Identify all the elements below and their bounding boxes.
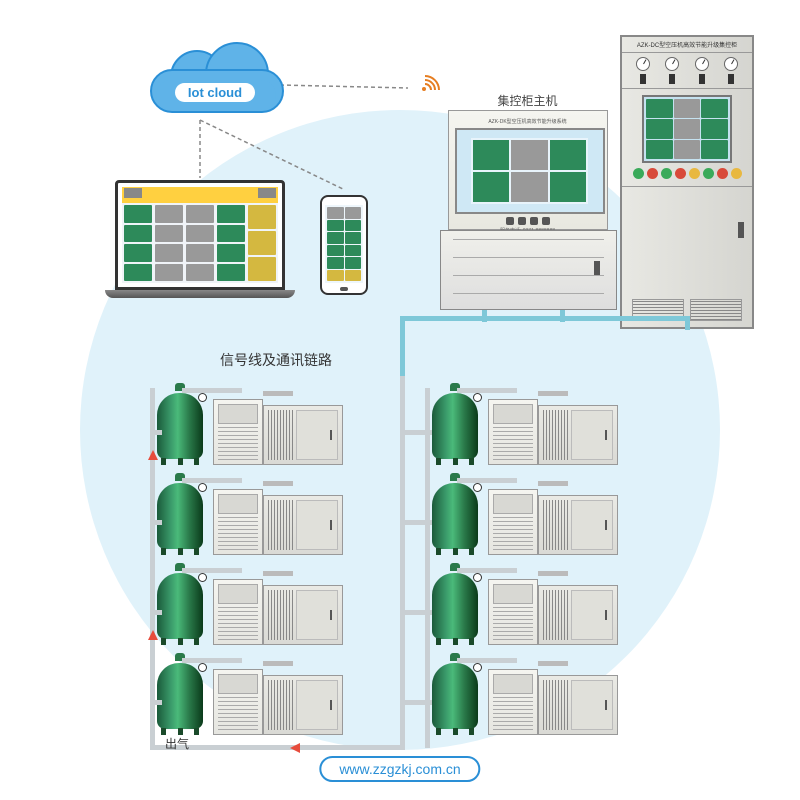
compressor-unit — [213, 667, 343, 735]
compressor-unit — [488, 577, 618, 645]
wifi-icon — [410, 75, 440, 105]
cabinet-button — [703, 168, 714, 179]
pipe-cyan — [685, 316, 690, 330]
cabinet-button — [647, 168, 658, 179]
pipe-branch — [150, 520, 162, 525]
air-tank — [430, 473, 480, 555]
website-url: www.zzgzkj.com.cn — [319, 756, 480, 782]
air-tank — [430, 653, 480, 735]
iot-cloud: Iot cloud — [150, 50, 280, 118]
pipe-branch — [400, 610, 432, 615]
pipe-top — [457, 568, 517, 573]
cabinet-button — [633, 168, 644, 179]
pipe-branch — [150, 430, 162, 435]
compressor-unit — [488, 397, 618, 465]
compressor-unit — [213, 397, 343, 465]
pipe-branch — [400, 520, 432, 525]
cabinet-button — [675, 168, 686, 179]
cabinet-screen — [642, 95, 732, 163]
pipe-top — [182, 568, 242, 573]
console-header-text: AZK-DK型空压机高效节能升级系统 — [455, 117, 601, 126]
monitoring-laptop — [105, 180, 295, 310]
cabinet-title: AZK-DC型空压机高效节能升级集控柜 — [622, 37, 752, 52]
cabinet-button — [731, 168, 742, 179]
cloud-label: Iot cloud — [175, 83, 255, 102]
pipe-top — [457, 388, 517, 393]
pipe-branch — [150, 700, 162, 705]
pipe-top — [457, 478, 517, 483]
control-cabinet: AZK-DC型空压机高效节能升级集控柜 — [620, 35, 754, 329]
pipe-cyan — [400, 316, 405, 376]
pipe-cyan — [400, 316, 690, 321]
pipe-cyan — [560, 310, 565, 322]
monitoring-phone — [320, 195, 368, 295]
compressor-unit — [213, 487, 343, 555]
pipe-cyan — [482, 310, 487, 322]
cabinet-button — [717, 168, 728, 179]
air-tank — [430, 563, 480, 645]
pipe-top — [182, 658, 242, 663]
console-label: 集控柜主机 — [497, 92, 557, 109]
compressor-unit — [213, 577, 343, 645]
pipe-top — [457, 658, 517, 663]
pipe-cyan — [685, 325, 690, 326]
pipe-branch — [400, 700, 432, 705]
communication-label: 信号线及通讯链路 — [220, 350, 332, 370]
compressor-unit — [488, 487, 618, 555]
control-console: 集控柜主机 AZK-DK型空压机高效节能升级系统 服务电话: 0371-8888… — [440, 100, 615, 310]
air-tank — [430, 383, 480, 465]
cabinet-button — [661, 168, 672, 179]
laptop-screen-ui — [122, 187, 278, 283]
pipe-branch — [150, 610, 162, 615]
pipe-top — [182, 388, 242, 393]
pipe-branch — [400, 430, 432, 435]
air-tank — [155, 563, 205, 645]
air-tank — [155, 473, 205, 555]
compressor-unit — [488, 667, 618, 735]
console-screen — [455, 128, 605, 214]
pipe-top — [182, 478, 242, 483]
air-tank — [155, 383, 205, 465]
flow-arrow-icon — [290, 743, 300, 753]
air-tank — [155, 653, 205, 735]
cabinet-button — [689, 168, 700, 179]
